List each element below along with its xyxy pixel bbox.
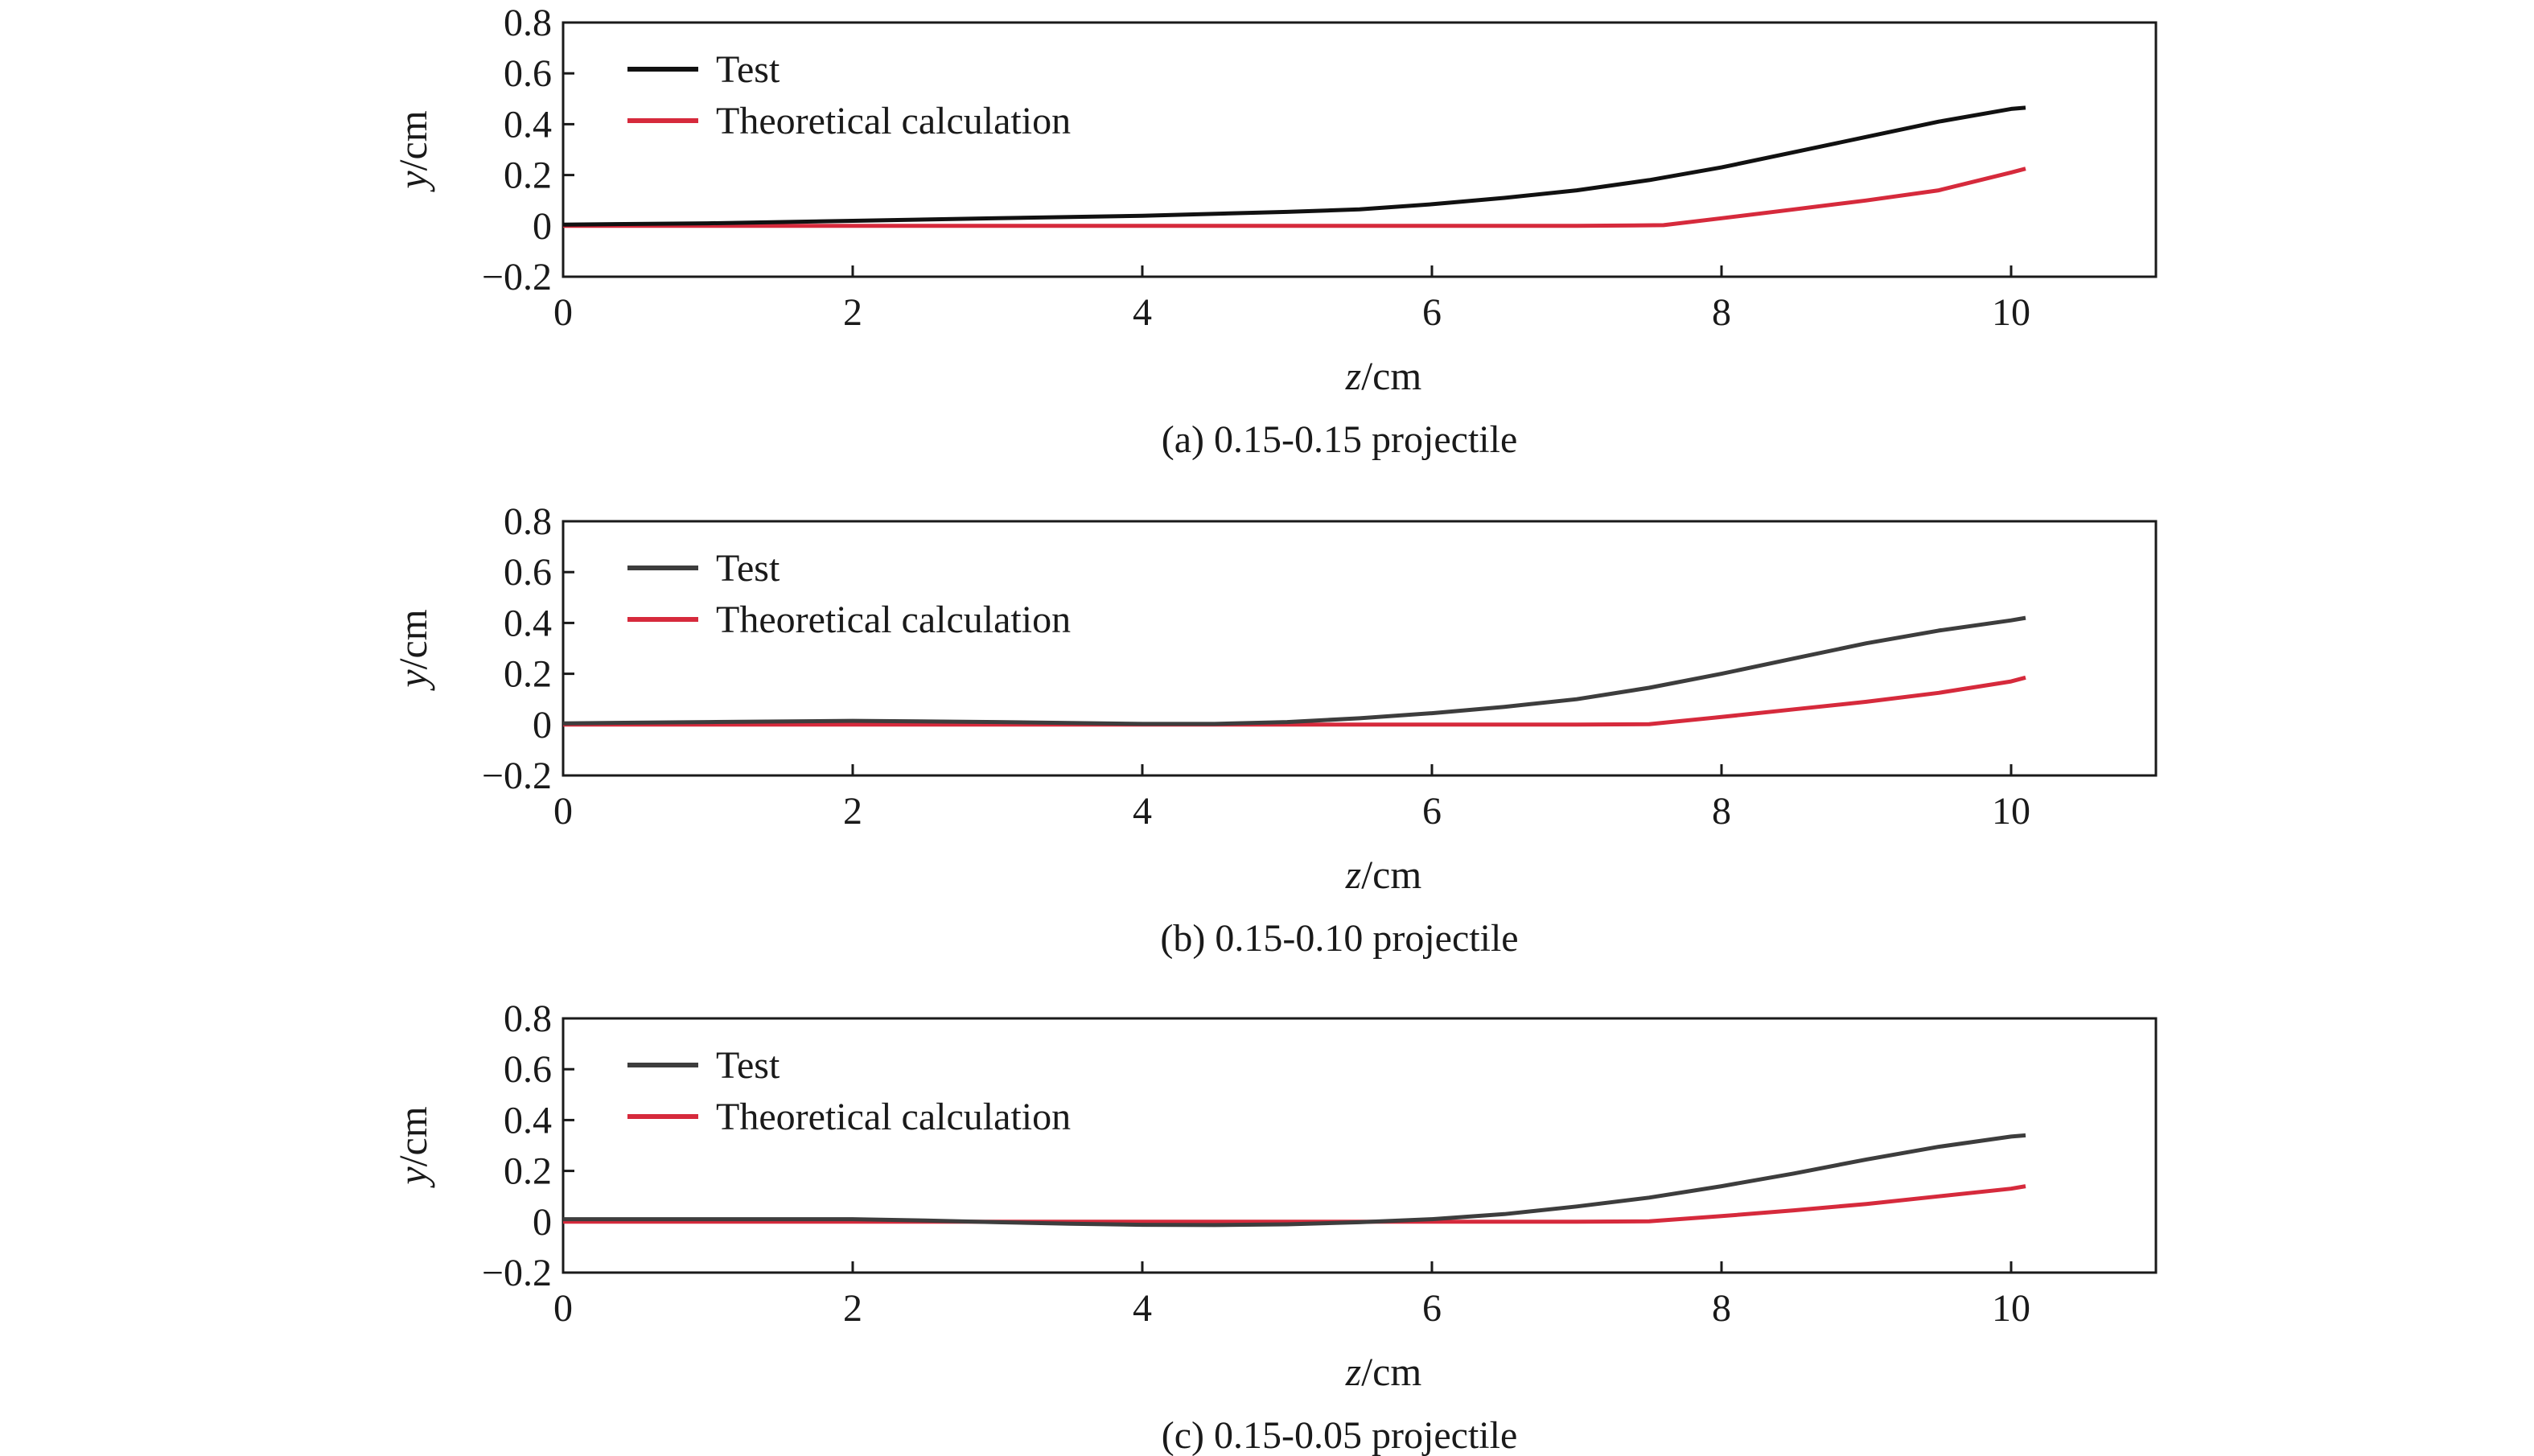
x-axis-title: z/cm	[1345, 1349, 1422, 1394]
legend-label: Test	[716, 48, 780, 91]
y-tick-label: 0.8	[504, 2, 552, 44]
x-tick-label: 8	[1712, 790, 1731, 833]
y-axis-title: y/cm	[390, 1106, 435, 1188]
x-tick-label: 4	[1133, 1287, 1152, 1330]
y-tick-label: 0.6	[504, 551, 552, 594]
y-tick-label: 0.2	[504, 154, 552, 197]
chart-panel-3: 0 2 4 6 8 10−0.200.20.40.60.8z/cmy/cmTestTheo…	[390, 997, 2158, 1456]
panel-caption: (b) 0.15-0.10 projectile	[1160, 917, 1518, 960]
y-tick-label: 0.2	[504, 653, 552, 696]
plot-frame	[562, 21, 2158, 278]
x-tick-label: 10	[1992, 291, 2030, 334]
series-line-theoretical-calculation	[563, 167, 2026, 228]
y-tick-label: 0.6	[504, 52, 552, 95]
y-tick-label: 0.8	[504, 997, 552, 1040]
series-line-test	[562, 105, 2026, 227]
x-tick-label: 0	[553, 790, 573, 833]
plot-frame	[562, 1017, 2158, 1274]
y-tick-label: −0.2	[482, 755, 552, 797]
x-tick-label: 4	[1133, 790, 1152, 833]
y-axis-title: y/cm	[390, 110, 435, 192]
legend-label: Theoretical calculation	[716, 1096, 1071, 1138]
x-axis-title: z/cm	[1345, 852, 1422, 897]
x-tick-label: 6	[1422, 1287, 1442, 1330]
legend-label: Theoretical calculation	[716, 598, 1071, 641]
x-tick-label: 10	[1992, 1287, 2030, 1330]
y-tick-label: 0.6	[504, 1048, 552, 1091]
legend-label: Theoretical calculation	[716, 100, 1071, 142]
y-tick-label: 0.8	[504, 500, 552, 543]
x-axis-title: z/cm	[1345, 353, 1422, 398]
x-tick-label: 4	[1133, 291, 1152, 334]
legend-label: Test	[716, 1044, 780, 1087]
x-tick-label: 10	[1992, 790, 2030, 833]
y-tick-label: 0.4	[504, 602, 552, 644]
x-tick-label: 2	[843, 790, 862, 833]
y-tick-label: 0.2	[504, 1150, 552, 1193]
x-tick-label: 6	[1422, 291, 1442, 334]
series-line-test	[562, 615, 2026, 726]
series-line-theoretical-calculation	[563, 675, 2026, 727]
plot-frame	[562, 520, 2158, 777]
x-tick-label: 0	[553, 291, 573, 334]
x-tick-label: 8	[1712, 1287, 1731, 1330]
y-tick-label: 0	[533, 1201, 552, 1244]
chart-panel-2: 0 2 4 6 8 10−0.200.20.40.60.8z/cmy/cmTestTheo…	[390, 500, 2158, 960]
x-tick-label: 8	[1712, 291, 1731, 334]
x-tick-label: 2	[843, 1287, 862, 1330]
y-tick-label: −0.2	[482, 1252, 552, 1294]
y-tick-label: 0	[533, 205, 552, 248]
panel-caption: (c) 0.15-0.05 projectile	[1162, 1414, 1518, 1456]
chart-panel-1: 0 2 4 6 8 10−0.200.20.40.60.8z/cmy/cmTestTheo…	[390, 2, 2158, 461]
x-tick-label: 6	[1422, 790, 1442, 833]
y-tick-label: 0	[533, 704, 552, 747]
x-tick-label: 0	[553, 1287, 573, 1330]
y-tick-label: 0.4	[504, 103, 552, 146]
panel-caption: (a) 0.15-0.15 projectile	[1162, 418, 1518, 461]
y-tick-label: −0.2	[482, 256, 552, 298]
series-line-test	[563, 1133, 2026, 1228]
legend-label: Test	[716, 547, 780, 590]
x-tick-label: 2	[843, 291, 862, 334]
y-tick-label: 0.4	[504, 1099, 552, 1141]
y-axis-title: y/cm	[390, 609, 435, 691]
series-line-theoretical-calculation	[563, 1184, 2026, 1224]
